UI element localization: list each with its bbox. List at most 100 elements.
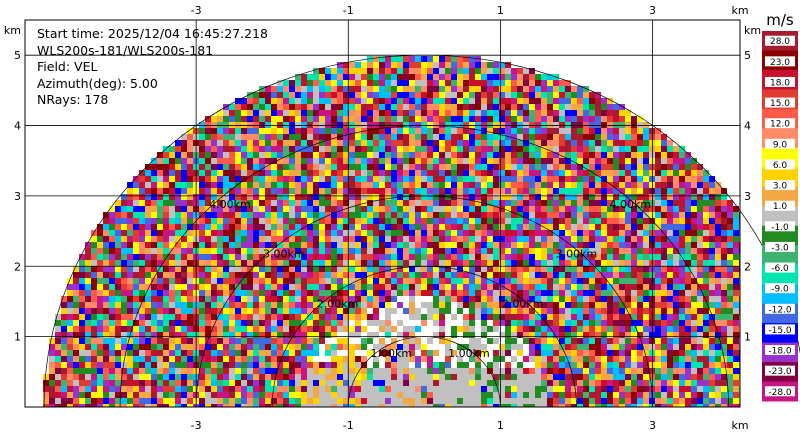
velocity-cell	[67, 284, 73, 290]
velocity-cell	[601, 110, 607, 116]
velocity-cell	[541, 266, 547, 272]
velocity-cell	[313, 134, 319, 140]
velocity-cell	[463, 344, 469, 350]
velocity-cell	[385, 110, 391, 116]
velocity-cell	[487, 188, 493, 194]
velocity-cell	[385, 128, 391, 134]
velocity-cell	[631, 116, 637, 122]
velocity-cell	[409, 86, 415, 92]
velocity-cell	[223, 350, 229, 356]
velocity-cell	[541, 344, 547, 350]
velocity-cell	[259, 206, 265, 212]
velocity-cell	[175, 284, 181, 290]
velocity-cell	[541, 278, 547, 284]
velocity-cell	[481, 320, 487, 326]
velocity-cell	[133, 350, 139, 356]
velocity-cell	[145, 314, 151, 320]
velocity-cell	[295, 104, 301, 110]
velocity-cell	[457, 230, 463, 236]
velocity-cell	[475, 152, 481, 158]
velocity-cell	[211, 266, 217, 272]
velocity-cell	[109, 242, 115, 248]
velocity-cell	[181, 308, 187, 314]
velocity-cell	[199, 206, 205, 212]
velocity-cell	[619, 266, 625, 272]
velocity-cell	[187, 218, 193, 224]
velocity-cell	[589, 236, 595, 242]
velocity-cell	[139, 308, 145, 314]
velocity-cell	[697, 290, 703, 296]
velocity-cell	[481, 374, 487, 380]
velocity-cell	[391, 242, 397, 248]
velocity-cell	[235, 128, 241, 134]
velocity-cell	[415, 368, 421, 374]
velocity-cell	[367, 272, 373, 278]
velocity-cell	[421, 302, 427, 308]
velocity-cell	[223, 314, 229, 320]
velocity-cell	[505, 152, 511, 158]
velocity-cell	[463, 332, 469, 338]
velocity-cell	[235, 266, 241, 272]
velocity-cell	[565, 176, 571, 182]
velocity-cell	[331, 284, 337, 290]
velocity-cell	[139, 218, 145, 224]
velocity-cell	[559, 104, 565, 110]
velocity-cell	[289, 86, 295, 92]
velocity-cell	[181, 320, 187, 326]
velocity-cell	[517, 308, 523, 314]
velocity-cell	[715, 200, 721, 206]
velocity-cell	[205, 362, 211, 368]
velocity-cell	[577, 212, 583, 218]
velocity-cell	[577, 146, 583, 152]
velocity-cell	[349, 152, 355, 158]
velocity-cell	[175, 176, 181, 182]
velocity-cell	[409, 128, 415, 134]
velocity-cell	[277, 206, 283, 212]
velocity-cell	[385, 248, 391, 254]
velocity-cell	[643, 140, 649, 146]
velocity-cell	[151, 206, 157, 212]
velocity-cell	[517, 146, 523, 152]
velocity-cell	[535, 326, 541, 332]
velocity-cell	[523, 98, 529, 104]
velocity-cell	[463, 110, 469, 116]
velocity-cell	[295, 116, 301, 122]
velocity-cell	[625, 212, 631, 218]
velocity-cell	[355, 260, 361, 266]
velocity-cell	[481, 134, 487, 140]
velocity-cell	[421, 98, 427, 104]
velocity-cell	[583, 110, 589, 116]
velocity-cell	[325, 182, 331, 188]
velocity-cell	[205, 212, 211, 218]
velocity-cell	[571, 332, 577, 338]
velocity-cell	[385, 374, 391, 380]
velocity-cell	[331, 260, 337, 266]
velocity-cell	[331, 266, 337, 272]
velocity-cell	[733, 254, 739, 260]
velocity-cell	[145, 218, 151, 224]
velocity-cell	[367, 206, 373, 212]
velocity-cell	[631, 140, 637, 146]
velocity-cell	[109, 272, 115, 278]
velocity-cell	[571, 86, 577, 92]
velocity-cell	[619, 344, 625, 350]
velocity-cell	[319, 188, 325, 194]
velocity-cell	[565, 248, 571, 254]
velocity-cell	[721, 254, 727, 260]
velocity-cell	[715, 266, 721, 272]
velocity-cell	[223, 128, 229, 134]
velocity-cell	[601, 326, 607, 332]
velocity-cell	[265, 86, 271, 92]
velocity-cell	[247, 206, 253, 212]
velocity-cell	[673, 188, 679, 194]
velocity-cell	[697, 260, 703, 266]
velocity-cell	[61, 362, 67, 368]
velocity-cell	[505, 296, 511, 302]
velocity-cell	[301, 314, 307, 320]
velocity-cell	[145, 374, 151, 380]
velocity-cell	[463, 68, 469, 74]
velocity-cell	[277, 374, 283, 380]
velocity-cell	[217, 242, 223, 248]
velocity-cell	[589, 230, 595, 236]
velocity-cell	[127, 374, 133, 380]
